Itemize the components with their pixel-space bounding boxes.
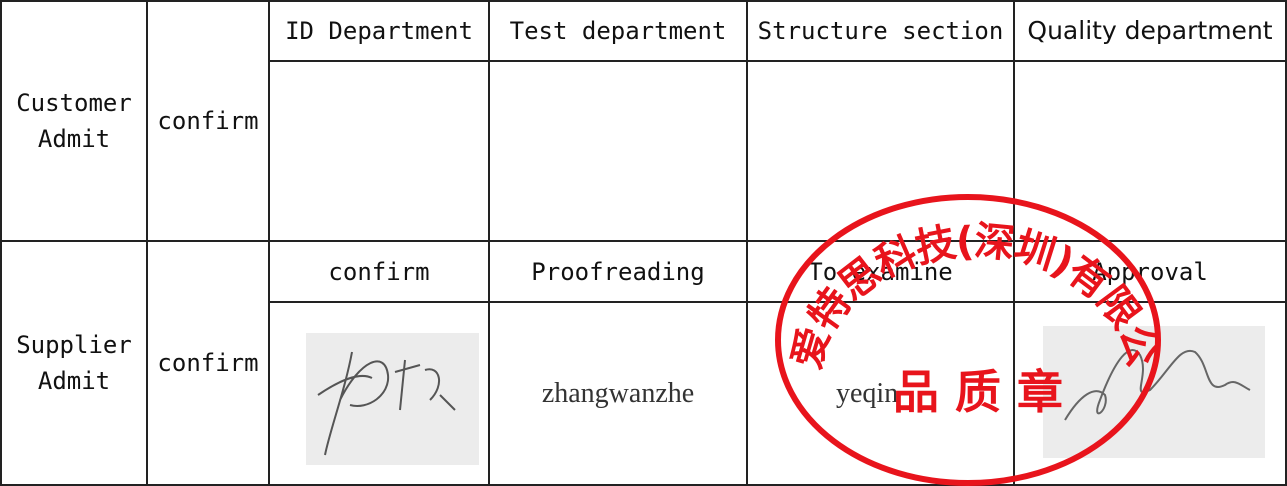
header: Test department xyxy=(490,0,748,62)
signature-cell xyxy=(270,303,490,486)
header: Proofreading xyxy=(490,242,748,303)
signature: zhangwanzhe xyxy=(490,303,748,486)
action: confirm xyxy=(148,0,270,242)
header: ID Department xyxy=(270,0,490,62)
empty-cell xyxy=(748,62,1015,242)
row-label: Supplier Admit xyxy=(0,242,148,486)
header: Quality department xyxy=(1015,0,1287,62)
empty-cell xyxy=(270,62,490,242)
header: confirm xyxy=(270,242,490,303)
row-label: Customer Admit xyxy=(0,0,148,242)
signature-cell xyxy=(1015,303,1287,486)
empty-cell xyxy=(490,62,748,242)
header: To examine xyxy=(748,242,1015,303)
empty-cell xyxy=(1015,62,1287,242)
signature: yeqin xyxy=(748,303,1015,486)
header: Approval xyxy=(1015,242,1287,303)
action: confirm xyxy=(148,242,270,486)
header: Structure section xyxy=(748,0,1015,62)
